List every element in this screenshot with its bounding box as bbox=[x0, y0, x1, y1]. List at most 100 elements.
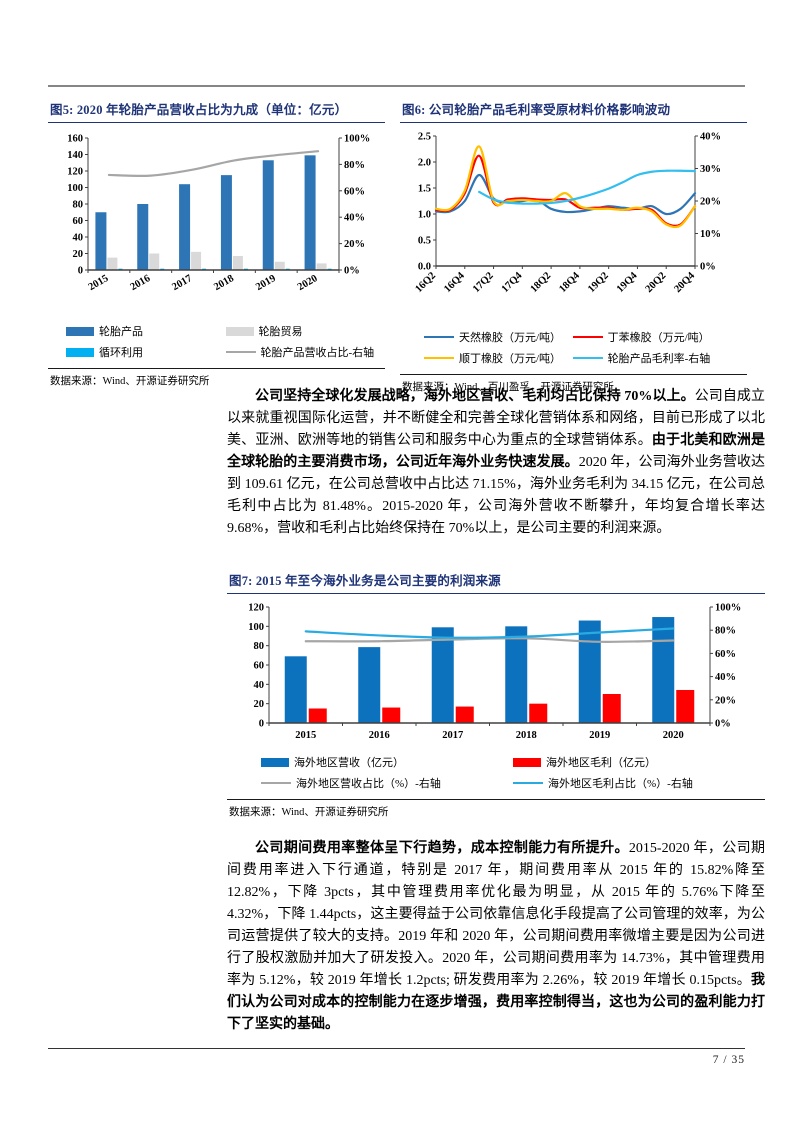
svg-text:160: 160 bbox=[67, 134, 83, 145]
legend-item: 天然橡胶（万元/吨） bbox=[424, 329, 573, 345]
legend-item: 轮胎产品 bbox=[66, 323, 226, 339]
svg-text:17Q4: 17Q4 bbox=[500, 270, 525, 295]
svg-text:0.5: 0.5 bbox=[418, 236, 431, 247]
text-segment: 2015-2020 年，公司期间费用率进入下行通道，特别是 2017 年，期间费… bbox=[227, 841, 765, 988]
figure-7-chart: 0 20 40 60 80 100 120 0% 20% 40% 60% 80% 100% 2015 201… bbox=[248, 603, 741, 742]
svg-text:0.0: 0.0 bbox=[418, 262, 431, 273]
legend-label: 海外地区毛利占比（%）-右轴 bbox=[548, 778, 693, 790]
svg-text:20%: 20% bbox=[344, 239, 365, 250]
svg-text:2016: 2016 bbox=[369, 730, 390, 741]
svg-text:80: 80 bbox=[73, 200, 84, 211]
legend-label: 海外地区营收（亿元） bbox=[294, 757, 404, 769]
figure-6-chart: 0.0 0.5 1.0 1.5 2.0 2.5 0% 10% 20% 30% 40% 16Q2 16Q4… bbox=[413, 132, 721, 296]
svg-text:80: 80 bbox=[254, 641, 265, 652]
svg-text:20: 20 bbox=[254, 699, 265, 710]
legend-item: 海外地区毛利（亿元） bbox=[513, 754, 765, 770]
svg-text:2020: 2020 bbox=[296, 273, 320, 293]
svg-text:2.0: 2.0 bbox=[418, 158, 431, 169]
legend-bar-swatch-icon bbox=[261, 757, 289, 767]
figure-5-legend: 轮胎产品 轮胎贸易循环利用 轮胎产品营收占比-右轴 bbox=[48, 318, 385, 360]
page-number: 7 / 35 bbox=[712, 1054, 745, 1066]
svg-text:0%: 0% bbox=[344, 266, 360, 277]
text-segment: 公司期间费用率整体呈下行趋势，成本控制能力有所提升。 bbox=[255, 841, 629, 856]
legend-label: 天然橡胶（万元/吨） bbox=[459, 332, 562, 344]
svg-text:20: 20 bbox=[73, 249, 84, 260]
figure-5-title: 图5: 2020 年轮胎产品营收占比为九成（单位：亿元） bbox=[48, 96, 385, 123]
svg-text:1.5: 1.5 bbox=[418, 184, 431, 195]
paragraph-expense-ratio: 公司期间费用率整体呈下行趋势，成本控制能力有所提升。2015-2020 年，公司… bbox=[227, 838, 765, 1036]
svg-text:2015: 2015 bbox=[87, 273, 111, 293]
figure-7-chart-area: 0 20 40 60 80 100 120 0% 20% 40% 60% 80% 100% 2015 201… bbox=[227, 594, 765, 749]
svg-text:80%: 80% bbox=[715, 626, 736, 637]
legend-bar-swatch-icon bbox=[513, 757, 541, 767]
svg-text:19Q4: 19Q4 bbox=[615, 270, 640, 295]
legend-bar-swatch-icon bbox=[225, 326, 254, 336]
svg-text:120: 120 bbox=[67, 167, 83, 178]
figure-6-legend: 天然橡胶（万元/吨） 丁苯橡胶（万元/吨） 顺丁橡胶（万元/吨） 轮胎产品毛利率-右轴 bbox=[400, 324, 747, 366]
legend-line-swatch-icon bbox=[424, 356, 454, 360]
svg-text:17Q2: 17Q2 bbox=[471, 270, 496, 295]
figure-5: 图5: 2020 年轮胎产品营收占比为九成（单位：亿元） 0 20 40 60 80 10… bbox=[48, 96, 385, 394]
figure-7: 图7: 2015 年至今海外业务是公司主要的利润来源 0 20 40 60 80 100 1… bbox=[227, 567, 765, 819]
svg-text:20Q2: 20Q2 bbox=[644, 270, 669, 295]
svg-text:100: 100 bbox=[248, 622, 264, 633]
svg-text:2018: 2018 bbox=[516, 730, 537, 741]
legend-bar-swatch-icon bbox=[66, 326, 94, 336]
legend-item: 循环利用 bbox=[66, 344, 226, 360]
legend-item: 海外地区毛利占比（%）-右轴 bbox=[513, 775, 765, 791]
legend-item: 海外地区营收占比（%）-右轴 bbox=[261, 775, 513, 791]
svg-text:20Q4: 20Q4 bbox=[672, 270, 697, 295]
svg-text:2019: 2019 bbox=[254, 273, 278, 293]
paragraph-overseas-business: 公司坚持全球化发展战略，海外地区营收、毛利均占比保持 70%以上。公司自成立以来… bbox=[227, 386, 765, 540]
figure-row: 图5: 2020 年轮胎产品营收占比为九成（单位：亿元） 0 20 40 60 80 10… bbox=[48, 96, 747, 394]
legend-item: 轮胎产品营收占比-右轴 bbox=[225, 344, 386, 360]
figure-6-title: 图6: 公司轮胎产品毛利率受原材料价格影响波动 bbox=[400, 96, 747, 123]
figure-6: 图6: 公司轮胎产品毛利率受原材料价格影响波动 0.0 0.5 1.0 1.5 2.0 2… bbox=[400, 96, 747, 394]
svg-text:0%: 0% bbox=[715, 719, 731, 730]
svg-text:2017: 2017 bbox=[442, 730, 463, 741]
text-segment: 公司坚持全球化发展战略，海外地区营收、毛利均占比保持 70%以上。 bbox=[255, 389, 695, 404]
svg-text:140: 140 bbox=[67, 150, 83, 161]
svg-text:60%: 60% bbox=[344, 186, 365, 197]
svg-text:40%: 40% bbox=[700, 132, 721, 143]
legend-line-swatch-icon bbox=[513, 781, 543, 785]
svg-text:80%: 80% bbox=[344, 160, 365, 171]
svg-text:1.0: 1.0 bbox=[418, 210, 431, 221]
figure-5-source: 数据来源：Wind、开源证券研究所 bbox=[48, 368, 385, 388]
svg-text:100%: 100% bbox=[344, 134, 370, 145]
legend-label: 海外地区营收占比（%）-右轴 bbox=[296, 778, 441, 790]
svg-text:40%: 40% bbox=[715, 672, 736, 683]
figure-5-chart-area: 0 20 40 60 80 100 120 140 160 0% 20% 40% 60% 80% 100% 2… bbox=[48, 123, 385, 318]
text-segment: 我们认为公司对成本的控制能力在逐步增强，费用率控制得当，这也为公司的盈利能力打下… bbox=[227, 973, 765, 1032]
svg-text:18Q4: 18Q4 bbox=[557, 270, 582, 295]
figure-5-chart: 0 20 40 60 80 100 120 140 160 0% 20% 40% 60% 80% 100% 2… bbox=[67, 134, 370, 294]
legend-line-swatch-icon bbox=[572, 335, 603, 339]
svg-text:20%: 20% bbox=[700, 197, 721, 208]
svg-text:19Q2: 19Q2 bbox=[586, 270, 611, 295]
legend-label: 海外地区毛利（亿元） bbox=[546, 757, 656, 769]
text-segment: 由于北美和欧洲是全球轮胎的主要消费市场，公司近年海外业务快速发展。 bbox=[227, 433, 766, 470]
svg-text:18Q2: 18Q2 bbox=[529, 270, 554, 295]
figure-7-title: 图7: 2015 年至今海外业务是公司主要的利润来源 bbox=[227, 567, 765, 594]
svg-text:0%: 0% bbox=[700, 262, 716, 273]
legend-label: 顺丁橡胶（万元/吨） bbox=[459, 353, 562, 365]
header-rule bbox=[48, 85, 745, 87]
footer-rule bbox=[48, 1048, 745, 1050]
svg-text:100%: 100% bbox=[715, 603, 741, 614]
legend-label: 轮胎产品营收占比-右轴 bbox=[260, 347, 375, 359]
svg-text:100: 100 bbox=[67, 183, 83, 194]
legend-label: 丁苯橡胶（万元/吨） bbox=[607, 332, 710, 344]
text-segment: 公司自成立以来就重视国际化运营，并不断健全和完善全球化营销体系和网络，目前已形成… bbox=[227, 389, 766, 448]
svg-text:0: 0 bbox=[78, 266, 83, 277]
legend-bar-swatch-icon bbox=[66, 347, 94, 357]
legend-label: 轮胎贸易 bbox=[258, 326, 303, 338]
svg-text:120: 120 bbox=[248, 603, 264, 614]
figure-7-source: 数据来源：Wind、开源证券研究所 bbox=[227, 799, 765, 819]
legend-item: 海外地区营收（亿元） bbox=[261, 754, 513, 770]
legend-label: 轮胎产品毛利率-右轴 bbox=[607, 353, 711, 365]
legend-item: 轮胎贸易 bbox=[225, 323, 386, 339]
svg-text:60%: 60% bbox=[715, 649, 736, 660]
svg-text:60: 60 bbox=[254, 661, 265, 672]
svg-text:2019: 2019 bbox=[589, 730, 610, 741]
